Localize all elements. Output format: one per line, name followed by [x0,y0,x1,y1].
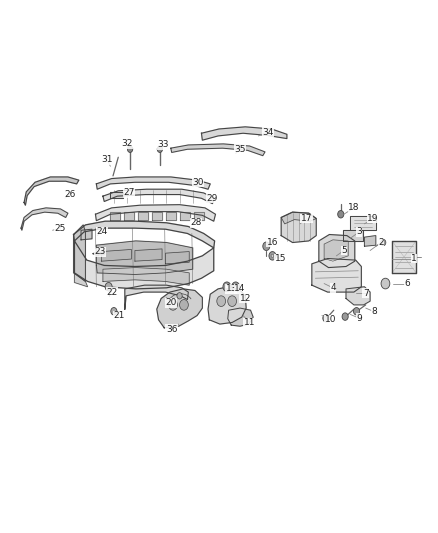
Circle shape [269,252,276,260]
Text: 32: 32 [121,140,133,148]
Polygon shape [74,273,88,287]
Text: 9: 9 [356,314,362,322]
Polygon shape [180,212,190,220]
Text: 5: 5 [341,246,347,255]
Text: 20: 20 [165,298,177,307]
Polygon shape [110,192,123,198]
Polygon shape [81,229,92,240]
Text: 23: 23 [94,247,106,256]
Polygon shape [166,252,189,264]
Polygon shape [343,230,363,241]
Text: 11: 11 [244,318,255,327]
Circle shape [342,313,348,320]
Text: 14: 14 [234,285,246,293]
Circle shape [232,282,240,292]
Circle shape [338,211,344,218]
Circle shape [381,278,390,289]
Polygon shape [21,208,68,230]
Text: 17: 17 [301,214,312,223]
Polygon shape [103,268,189,285]
Polygon shape [208,287,246,324]
Text: 10: 10 [325,316,336,324]
Polygon shape [346,287,370,305]
Polygon shape [124,212,134,220]
Polygon shape [392,241,416,273]
Text: 3: 3 [356,228,362,236]
Polygon shape [152,212,162,220]
Circle shape [157,146,162,152]
Circle shape [353,308,360,315]
Text: 22: 22 [106,288,117,296]
Text: 15: 15 [275,254,286,263]
Text: 26: 26 [64,190,76,199]
Polygon shape [157,289,202,328]
Text: 30: 30 [192,178,204,187]
Text: 12: 12 [240,294,251,303]
Polygon shape [74,225,85,281]
Text: 1: 1 [411,254,417,263]
Circle shape [323,314,329,322]
Polygon shape [102,249,131,261]
Text: 8: 8 [371,308,378,316]
Polygon shape [103,189,215,204]
Text: 4: 4 [330,284,336,292]
Text: 7: 7 [363,289,369,297]
Circle shape [177,293,182,299]
Text: 29: 29 [207,194,218,203]
Polygon shape [171,144,265,156]
Circle shape [105,282,112,291]
Polygon shape [324,240,348,261]
Polygon shape [138,212,148,220]
Circle shape [225,285,229,289]
Circle shape [228,296,237,306]
Text: 13: 13 [226,285,237,293]
Text: 16: 16 [267,238,278,247]
Polygon shape [281,212,316,243]
Polygon shape [228,308,253,326]
Text: 25: 25 [55,224,66,232]
Circle shape [381,239,386,246]
Polygon shape [125,285,188,309]
Text: 34: 34 [262,128,274,136]
Circle shape [127,146,133,152]
Text: 27: 27 [124,189,135,197]
Text: 24: 24 [96,228,107,236]
Circle shape [271,254,274,257]
Polygon shape [96,241,193,274]
Circle shape [234,285,237,289]
Polygon shape [135,249,162,261]
Polygon shape [194,212,204,220]
Text: 2: 2 [378,238,384,247]
Text: 33: 33 [157,141,169,149]
Text: 35: 35 [234,145,246,154]
Polygon shape [24,177,79,205]
Polygon shape [96,177,210,189]
Polygon shape [166,212,176,220]
Polygon shape [93,252,104,256]
Circle shape [111,308,117,315]
Polygon shape [312,259,361,292]
Circle shape [263,242,270,251]
Text: 6: 6 [404,279,410,288]
Polygon shape [74,221,215,248]
Polygon shape [95,205,215,221]
Polygon shape [110,212,120,220]
Text: 19: 19 [367,214,379,223]
Polygon shape [281,212,316,224]
Circle shape [223,282,231,292]
Polygon shape [350,216,376,230]
Polygon shape [364,236,376,246]
Text: 18: 18 [348,204,360,212]
Polygon shape [201,127,287,140]
Text: 36: 36 [166,325,177,334]
Polygon shape [74,241,214,289]
Circle shape [217,296,226,306]
Text: 21: 21 [113,311,125,320]
Circle shape [180,300,188,310]
Text: 31: 31 [102,156,113,164]
Text: 28: 28 [191,219,202,227]
Circle shape [169,300,177,310]
Polygon shape [319,235,355,268]
